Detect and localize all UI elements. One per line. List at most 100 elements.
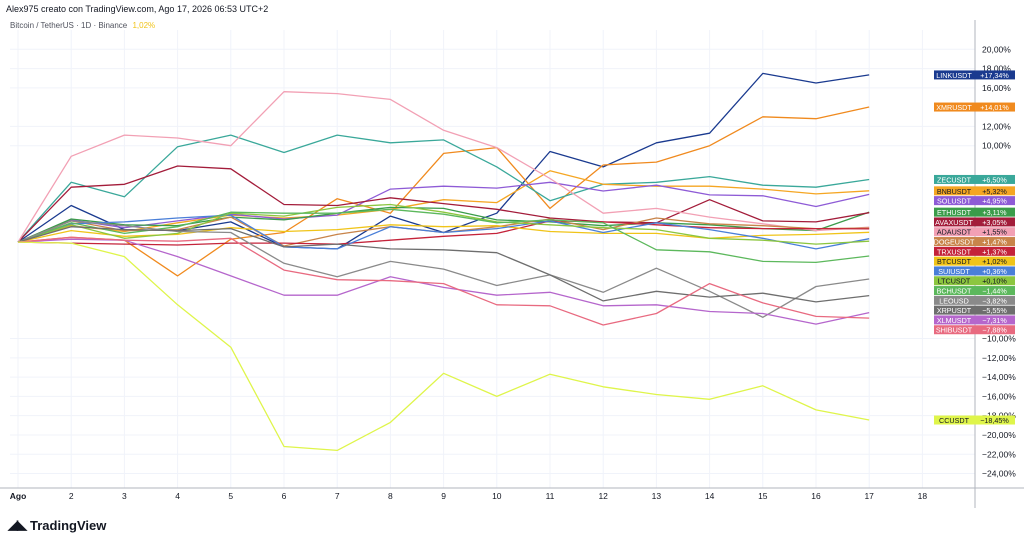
series-label-name: BCHUSDT [937,287,972,296]
x-tick-label: 16 [811,491,821,501]
series-line-suiusdt [17,214,870,250]
x-tick-label: Ago [10,491,27,501]
series-label-bnbusdt: BNBUSDT +5,32% [934,186,1015,196]
series-label-name-bg [934,207,974,217]
series-label-value: −18,45% [980,416,1009,425]
series-label-value: +3,11% [982,208,1007,217]
series-label-name-bg [934,102,974,112]
series-label-name-bg [934,286,974,296]
series-label-value: −7,31% [982,316,1007,325]
series-label-name-bg [934,305,974,315]
author-line: Alex975 creato con TradingView.com, Ago … [6,4,269,14]
series-label-value-bg [974,217,1015,227]
series-label-value: +17,34% [980,71,1009,80]
y-tick-label: −12,00% [982,353,1016,363]
series-label-suiusdt: SUIUSDT +0,36% [934,266,1015,276]
series-label-value-bg [974,266,1015,276]
x-tick-label: 17 [864,491,874,501]
series-label-solusdt: SOLUSDT +4,95% [934,196,1015,206]
series-label-value: +3,05% [982,218,1007,227]
series-label-value-bg [974,70,1015,80]
series-line-ltcusdt [17,203,870,245]
series-label-value-bg [974,325,1015,335]
y-tick-label: 16,00% [982,83,1011,93]
series-label-ethusdt: ETHUSDT +3,11% [934,207,1015,217]
y-tick-label: 10,00% [982,141,1011,151]
series-label-dogeusdt: DOGEUSDT +1,47% [934,237,1015,247]
series-label-name-bg [934,70,974,80]
series-label-name: LEOUSD [939,296,969,305]
series-label-value-bg [974,207,1015,217]
series-label-name: ADAUSDT [937,228,972,237]
series-label-value: +1,47% [982,238,1007,247]
series-label-value-bg [974,196,1015,206]
x-tick-label: 6 [282,491,287,501]
y-tick-label: −22,00% [982,449,1016,459]
y-tick-label: 18,00% [982,64,1011,74]
series-label-name: SUIUSDT [938,267,970,276]
series-label-name-bg [934,266,974,276]
series-label-value-bg [974,276,1015,286]
series-line-ethusdt [17,206,870,243]
series-line-zecusdt [17,134,870,243]
series-label-value: −1,44% [982,287,1007,296]
series-label-value: +14,01% [980,103,1009,112]
series-line-ccusdt [17,241,870,452]
series-label-value-bg [974,227,1015,237]
series-label-value: +5,32% [982,187,1007,196]
series-line-xrpusdt [17,226,870,303]
x-tick-label: 5 [228,491,233,501]
x-tick-label: 7 [335,491,340,501]
series-label-value: −7,88% [982,326,1007,335]
series-label-value-bg [974,305,1015,315]
series-label-ltcusdt: LTCUSDT +0,10% [934,276,1015,286]
series-label-value: +0,36% [982,267,1007,276]
series-label-name: AVAXUSDT [935,218,973,227]
series-line-xmrusdt [17,106,870,277]
tradingview-brand[interactable]: ◢◣ TradingView [8,517,106,533]
series-line-adausdt [17,91,870,243]
series-label-value-bg [974,186,1015,196]
series-label-name: ZECUSDT [937,175,972,184]
series-label-xlmusdt: XLMUSDT −7,31% [934,315,1015,325]
series-label-bchusdt: BCHUSDT −1,44% [934,286,1015,296]
series-label-value-bg [974,295,1015,305]
series-label-value-bg [974,315,1015,325]
series-line-leousd [17,220,870,318]
series-label-adausdt: ADAUSDT +1,55% [934,227,1015,237]
series-label-linkusdt: LINKUSDT +17,34% [934,70,1015,80]
series-line-xlmusdt [17,238,870,325]
series-label-trxusdt: TRXUSDT +1,37% [934,246,1015,256]
series-label-name: XRPUSDT [937,306,972,315]
x-tick-label: 8 [388,491,393,501]
series-label-value: +1,02% [982,257,1007,266]
symbol-legend: Bitcoin / TetherUS · 1D · Binance 1,02% [10,21,155,30]
series-label-name-bg [934,276,974,286]
series-line-solusdt [17,181,870,243]
series-label-value-bg [974,286,1015,296]
series-label-value-bg [974,102,1015,112]
tradingview-logo-icon: ◢◣ [8,517,27,532]
x-tick-label: 11 [546,491,555,501]
y-tick-label: −16,00% [982,391,1016,401]
series-line-trxusdt [17,220,870,246]
series-label-value: −5,55% [982,306,1007,315]
series-label-name: ETHUSDT [937,208,972,217]
x-tick-label: 10 [492,491,502,501]
series-label-name-bg [934,256,974,266]
series-label-name-bg [934,227,974,237]
x-tick-label: 9 [441,491,446,501]
series-label-name-bg [934,415,974,425]
series-label-value-bg [974,246,1015,256]
series-label-value-bg [974,415,1015,425]
y-tick-label: −14,00% [982,372,1016,382]
series-label-name: BTCUSDT [937,257,972,266]
series-label-xmrusdt: XMRUSDT +14,01% [934,102,1015,112]
series-label-value: +1,37% [982,247,1007,256]
series-label-avaxusdt: AVAXUSDT +3,05% [934,217,1015,227]
series-lines [17,72,870,452]
x-tick-label: 3 [122,491,127,501]
x-tick-label: 2 [69,491,74,501]
symbol-change: 1,02% [132,21,156,30]
